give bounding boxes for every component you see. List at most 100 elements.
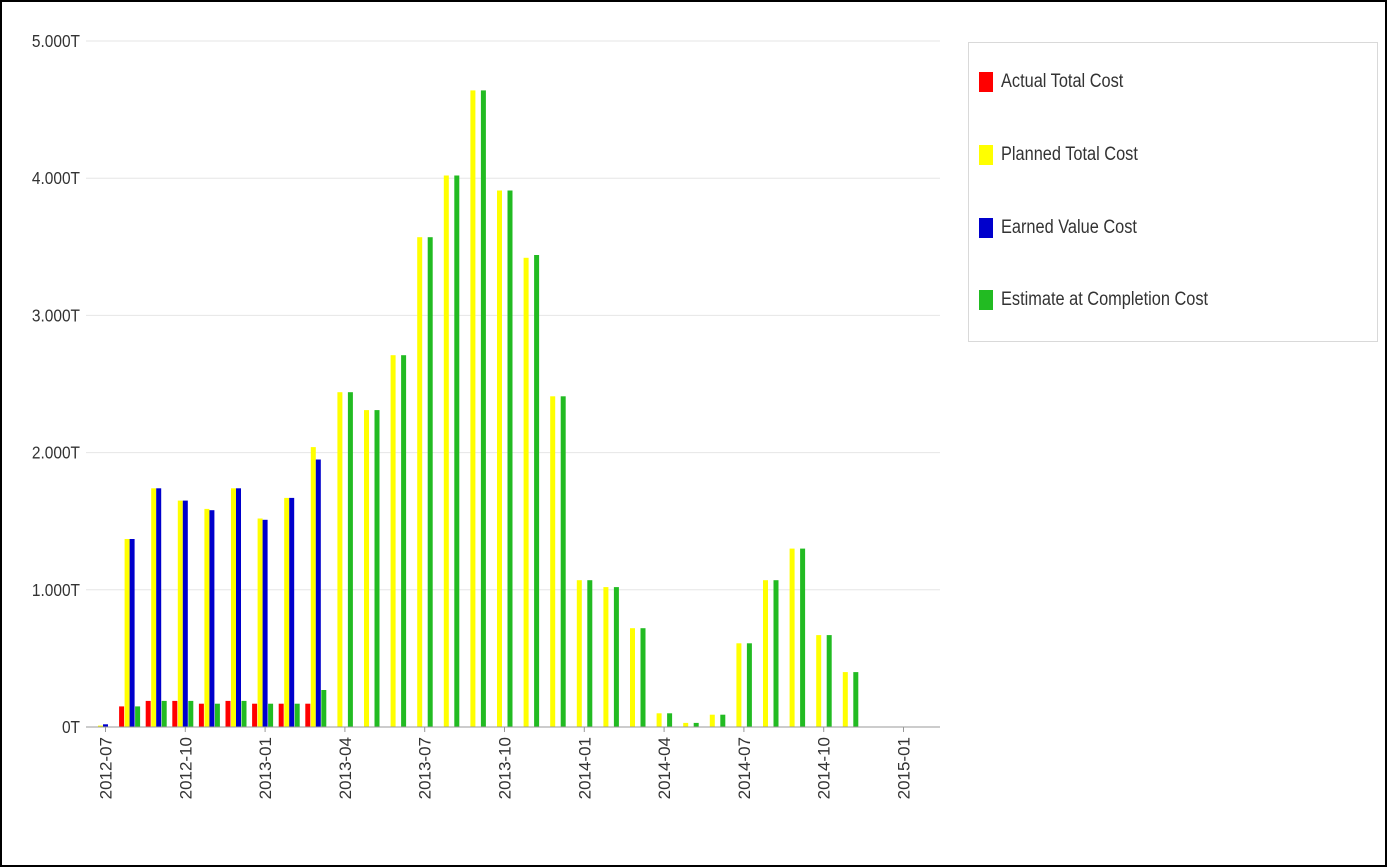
bar-estimate-at-completion-cost[interactable]	[161, 700, 167, 727]
bar-earned-value-cost[interactable]	[182, 500, 188, 727]
bar-actual-total-cost[interactable]	[305, 703, 311, 727]
bar-estimate-at-completion-cost[interactable]	[746, 643, 752, 727]
bar-estimate-at-completion-cost[interactable]	[321, 690, 327, 727]
legend-swatch	[979, 290, 993, 310]
bar-actual-total-cost[interactable]	[225, 700, 231, 727]
bar-estimate-at-completion-cost[interactable]	[773, 580, 779, 727]
bar-planned-total-cost[interactable]	[151, 488, 157, 727]
bar-planned-total-cost[interactable]	[763, 580, 768, 727]
bars	[98, 90, 859, 728]
bar-estimate-at-completion-cost[interactable]	[720, 714, 726, 727]
bar-earned-value-cost[interactable]	[209, 510, 215, 727]
y-tick-label: 2.000T	[32, 443, 80, 463]
x-tick-label: 2014-04	[655, 737, 674, 799]
bar-estimate-at-completion-cost[interactable]	[534, 255, 540, 727]
legend-item-earned-value-cost[interactable]: Earned Value Cost	[979, 217, 1159, 239]
bar-estimate-at-completion-cost[interactable]	[693, 722, 699, 727]
bar-earned-value-cost[interactable]	[262, 519, 268, 727]
bar-planned-total-cost[interactable]	[284, 497, 290, 727]
x-tick-label: 2012-07	[97, 737, 116, 799]
bar-planned-total-cost[interactable]	[177, 500, 183, 727]
legend-swatch	[979, 72, 993, 92]
gridlines	[86, 40, 940, 591]
legend-label: Earned Value Cost	[1001, 217, 1137, 238]
bar-estimate-at-completion-cost[interactable]	[587, 580, 593, 727]
bar-estimate-at-completion-cost[interactable]	[640, 628, 646, 727]
bar-planned-total-cost[interactable]	[417, 237, 423, 727]
y-axis-ticks: 0T 1.000T 2.000T 3.000T 4.000T 5.000T	[32, 31, 80, 737]
bar-estimate-at-completion-cost[interactable]	[188, 700, 194, 727]
bar-planned-total-cost[interactable]	[310, 447, 316, 727]
bar-estimate-at-completion-cost[interactable]	[294, 703, 300, 727]
bar-planned-total-cost[interactable]	[364, 410, 369, 727]
y-tick-label: 0T	[62, 717, 80, 737]
bar-estimate-at-completion-cost[interactable]	[427, 237, 433, 727]
bar-planned-total-cost[interactable]	[550, 396, 556, 727]
bar-planned-total-cost[interactable]	[497, 190, 502, 728]
bar-planned-total-cost[interactable]	[789, 548, 795, 727]
bar-estimate-at-completion-cost[interactable]	[560, 396, 566, 727]
bar-estimate-at-completion-cost[interactable]	[374, 410, 380, 727]
legend-item-planned-total-cost[interactable]: Planned Total Cost	[979, 144, 1160, 166]
bar-estimate-at-completion-cost[interactable]	[507, 190, 513, 728]
bar-planned-total-cost[interactable]	[683, 722, 689, 727]
bar-actual-total-cost[interactable]	[278, 703, 284, 727]
bar-earned-value-cost[interactable]	[129, 539, 135, 727]
bar-estimate-at-completion-cost[interactable]	[241, 700, 247, 727]
bar-actual-total-cost[interactable]	[145, 700, 151, 727]
bar-earned-value-cost[interactable]	[236, 488, 241, 727]
bar-planned-total-cost[interactable]	[257, 518, 263, 728]
x-tick-label: 2015-01	[895, 737, 914, 799]
bar-planned-total-cost[interactable]	[231, 488, 236, 727]
x-tick-label: 2014-07	[735, 737, 754, 799]
bar-planned-total-cost[interactable]	[443, 175, 449, 728]
bar-actual-total-cost[interactable]	[252, 703, 258, 727]
bar-planned-total-cost[interactable]	[337, 392, 343, 727]
bar-planned-total-cost[interactable]	[124, 539, 130, 727]
bar-planned-total-cost[interactable]	[630, 628, 635, 727]
bar-estimate-at-completion-cost[interactable]	[826, 635, 832, 727]
legend-swatch	[979, 218, 993, 238]
legend-label: Estimate at Completion Cost	[1001, 289, 1209, 310]
bar-planned-total-cost[interactable]	[470, 90, 476, 727]
y-tick-label: 4.000T	[32, 168, 80, 188]
bar-estimate-at-completion-cost[interactable]	[480, 90, 486, 727]
y-tick-label: 5.000T	[32, 31, 80, 51]
bar-planned-total-cost[interactable]	[390, 355, 396, 727]
bar-planned-total-cost[interactable]	[842, 672, 848, 727]
bar-estimate-at-completion-cost[interactable]	[667, 713, 673, 727]
bar-estimate-at-completion-cost[interactable]	[268, 703, 274, 727]
bar-estimate-at-completion-cost[interactable]	[613, 587, 619, 727]
legend: Actual Total Cost Planned Total Cost Ear…	[968, 42, 1378, 342]
x-tick-label: 2013-01	[256, 737, 275, 799]
legend-item-actual-total-cost[interactable]: Actual Total Cost	[979, 71, 1143, 93]
bar-estimate-at-completion-cost[interactable]	[800, 548, 806, 727]
bar-estimate-at-completion-cost[interactable]	[401, 355, 407, 727]
bar-planned-total-cost[interactable]	[98, 725, 103, 727]
bar-estimate-at-completion-cost[interactable]	[454, 175, 460, 728]
bar-estimate-at-completion-cost[interactable]	[135, 706, 141, 727]
bar-earned-value-cost[interactable]	[103, 724, 108, 727]
bar-estimate-at-completion-cost[interactable]	[347, 392, 353, 727]
bar-planned-total-cost[interactable]	[603, 587, 609, 727]
x-axis-ticks: 2012-07 2012-10 2013-01 2013-04 2013-07 2013-…	[97, 727, 914, 799]
bar-planned-total-cost[interactable]	[656, 713, 662, 727]
x-tick-label: 2013-04	[336, 737, 355, 799]
x-tick-label: 2013-10	[496, 737, 515, 799]
bar-planned-total-cost[interactable]	[523, 257, 529, 727]
bar-estimate-at-completion-cost[interactable]	[214, 703, 220, 727]
bar-planned-total-cost[interactable]	[736, 643, 742, 727]
bar-earned-value-cost[interactable]	[156, 488, 162, 727]
bar-earned-value-cost[interactable]	[289, 497, 295, 727]
bar-planned-total-cost[interactable]	[204, 508, 210, 727]
bar-planned-total-cost[interactable]	[709, 714, 715, 727]
bar-estimate-at-completion-cost[interactable]	[853, 672, 859, 727]
bar-planned-total-cost[interactable]	[576, 580, 582, 727]
bar-actual-total-cost[interactable]	[172, 700, 178, 727]
bar-actual-total-cost[interactable]	[198, 703, 204, 727]
y-tick-label: 1.000T	[32, 580, 80, 600]
bar-actual-total-cost[interactable]	[119, 706, 125, 727]
bar-planned-total-cost[interactable]	[816, 635, 822, 727]
legend-item-estimate-at-completion-cost[interactable]: Estimate at Completion Cost	[979, 289, 1242, 311]
bar-earned-value-cost[interactable]	[315, 459, 321, 728]
